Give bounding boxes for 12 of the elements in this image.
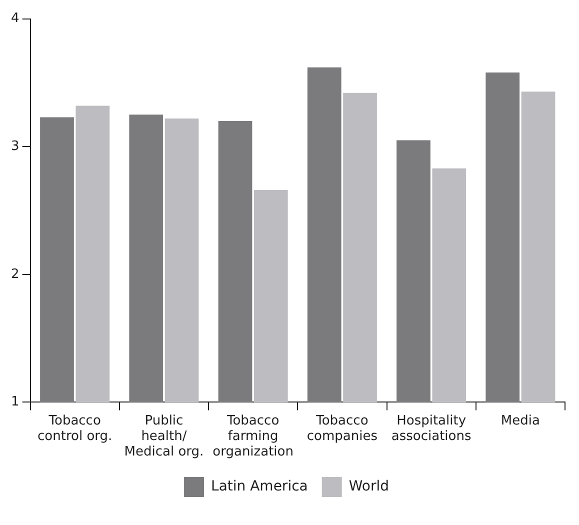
x-tick-label: Tobacco control org. <box>38 413 112 444</box>
y-tick-label: 3 <box>10 138 20 154</box>
y-tick-label: 2 <box>10 266 20 282</box>
x-tick-label: Public health/ Medical org. <box>124 413 204 460</box>
y-tick-label: 1 <box>10 394 20 410</box>
x-tick-label: Hospitality associations <box>391 413 472 444</box>
y-tick-label: 4 <box>10 11 20 26</box>
x-tick-label: Tobacco companies <box>306 413 378 444</box>
x-tick-label: Media <box>500 413 540 428</box>
legend-label: Latin America <box>211 478 308 495</box>
x-tick-label: Tobacco farming organization <box>212 413 294 460</box>
legend-label: World <box>348 478 389 495</box>
